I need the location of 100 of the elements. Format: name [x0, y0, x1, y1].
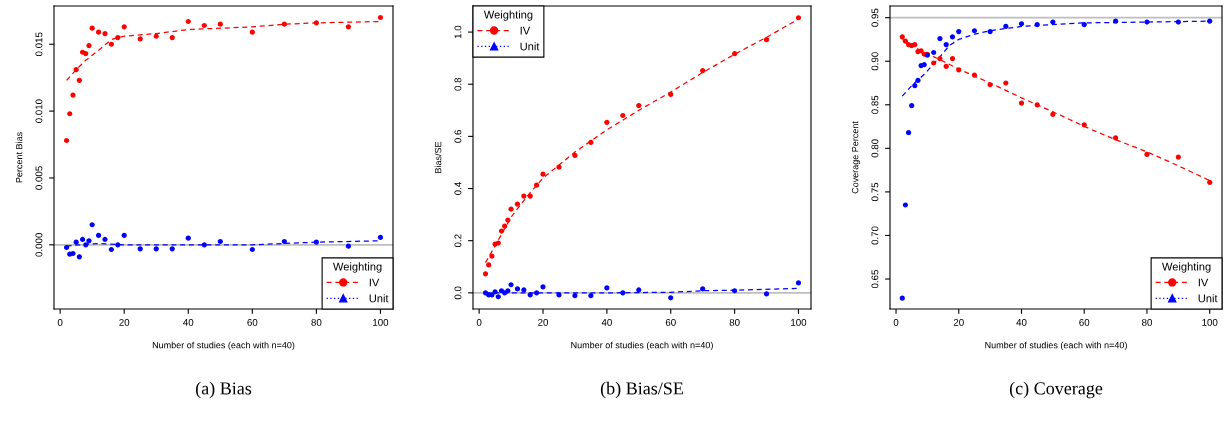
point [76, 254, 82, 260]
y-tick-label: 0.6 [454, 130, 462, 143]
point [508, 282, 514, 288]
point [492, 289, 498, 295]
point [86, 42, 92, 49]
point [931, 60, 937, 66]
y-axis-title: Bias/SE [434, 141, 442, 173]
x-axis-title: Number of studies (each with n=40) [985, 341, 1127, 351]
point [1113, 135, 1119, 141]
point [508, 206, 514, 212]
point [115, 34, 121, 41]
point [899, 34, 905, 40]
x-tick-label: 40 [1016, 318, 1027, 326]
point [905, 130, 912, 136]
y-tick-label: 0.4 [454, 182, 462, 195]
point [1018, 21, 1025, 27]
point [1034, 102, 1040, 108]
point [987, 29, 993, 35]
point [732, 51, 738, 57]
legend-label: IV [369, 278, 380, 287]
x-tick-label: 0 [893, 318, 899, 326]
point [83, 51, 89, 57]
point [63, 137, 70, 144]
y-tick-label: 0.80 [871, 139, 879, 158]
point [1003, 23, 1009, 29]
legend-label: Unit [369, 294, 389, 303]
point [249, 29, 255, 35]
y-tick-label: 0.75 [871, 182, 879, 201]
point [185, 235, 191, 241]
point [1207, 179, 1213, 185]
point [937, 56, 943, 62]
x-tick-label: 0 [476, 318, 482, 326]
legend-title: Weighting [1162, 262, 1211, 273]
point [137, 246, 143, 252]
text: (b) Bias/SE [600, 381, 683, 399]
point [313, 239, 319, 245]
point [620, 290, 626, 296]
point [505, 217, 511, 223]
x-tick-label: 60 [665, 318, 676, 326]
point [89, 222, 95, 228]
point [1144, 151, 1150, 158]
point [1113, 18, 1119, 24]
point [86, 238, 92, 244]
y-axis-title: Coverage Percent [851, 121, 861, 194]
point [700, 68, 706, 74]
point [604, 119, 610, 125]
point [514, 286, 521, 292]
y-tick-label: 0.0 [454, 286, 462, 300]
point [956, 67, 962, 73]
point [169, 34, 175, 41]
point [73, 239, 79, 245]
x-tick-label: 40 [601, 318, 612, 326]
point [937, 35, 943, 42]
point [95, 232, 102, 239]
point [521, 287, 527, 293]
point [763, 291, 770, 297]
point [527, 292, 533, 298]
x-tick-label: 0 [57, 318, 63, 326]
point [102, 236, 108, 243]
point [943, 63, 949, 70]
point [1034, 22, 1040, 28]
point [909, 103, 915, 109]
point [502, 223, 508, 229]
point [108, 41, 114, 47]
x-tick-label: 60 [1079, 318, 1090, 326]
point [521, 193, 527, 199]
legend-label: IV [520, 26, 531, 35]
y-tick-label: 1.0 [454, 25, 462, 39]
point [345, 24, 352, 30]
point [67, 111, 73, 117]
point [313, 20, 319, 26]
point [345, 243, 352, 249]
point [482, 271, 489, 277]
point [949, 56, 956, 62]
point [588, 139, 594, 145]
point [1081, 22, 1087, 28]
point [83, 242, 89, 248]
legend-title: Weighting [483, 10, 533, 21]
point [795, 15, 802, 21]
point [1003, 80, 1009, 86]
x-tick-label: 80 [1141, 318, 1152, 326]
point [556, 164, 562, 170]
point [763, 37, 770, 43]
point [115, 242, 121, 248]
y-tick-label: 0.010 [35, 99, 43, 123]
point [912, 83, 918, 89]
point [217, 238, 223, 245]
point [137, 36, 143, 42]
point [377, 14, 384, 21]
x-tick-label: 20 [538, 318, 549, 326]
y-tick-label: 0.2 [454, 234, 462, 248]
point [73, 67, 79, 73]
point [1050, 111, 1056, 117]
point [556, 292, 562, 298]
y-tick-label: 0.70 [871, 226, 879, 245]
point [971, 72, 978, 78]
x-tick-label: 100 [373, 318, 389, 326]
legend-title: Weighting [333, 262, 382, 273]
point [795, 280, 802, 286]
point [95, 29, 102, 35]
